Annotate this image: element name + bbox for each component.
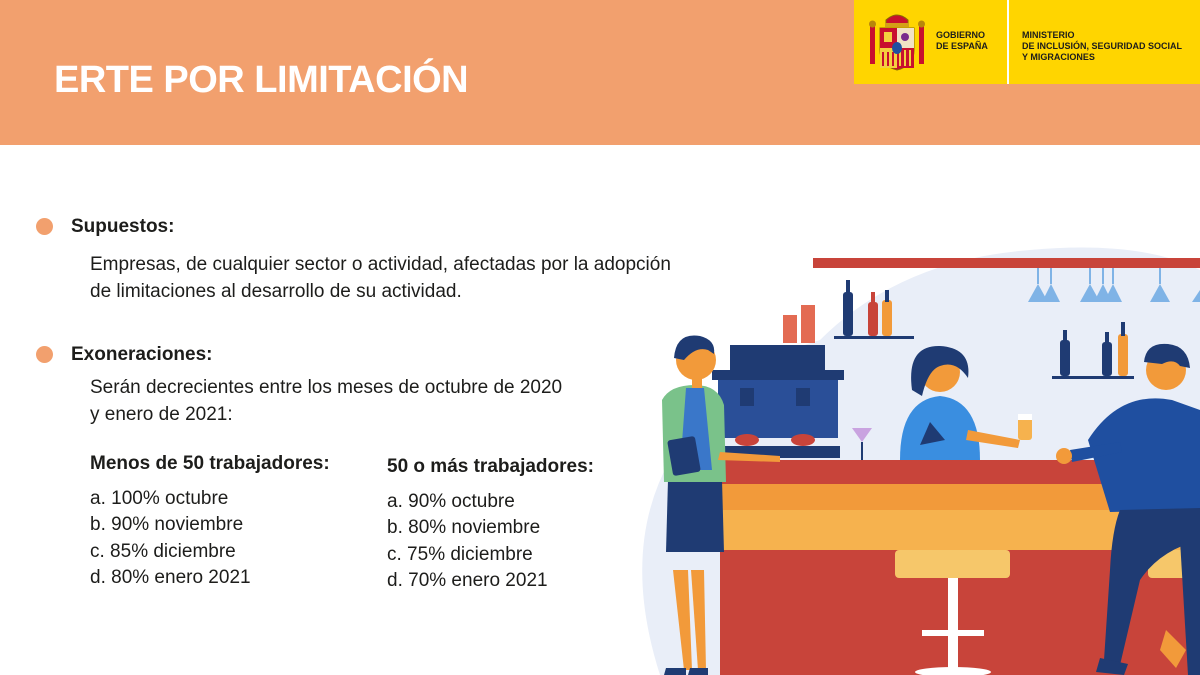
supuestos-body: Empresas, de cualquier sector o activida… [90,254,671,302]
column-heading-menos-50: Menos de 50 trabajadores: [90,453,330,474]
exoneraciones-body: Serán decrecientes entre los meses de oc… [90,377,563,425]
list-item: d. 70% enero 2021 [387,569,548,591]
column-heading-50-o-mas: 50 o más trabajadores: [387,456,594,477]
gobierno-label: GOBIERNO DE ESPAÑA [936,30,988,51]
list-item: c. 75% diciembre [387,543,533,565]
page-title: ERTE POR LIMITACIÓN [54,59,469,101]
list-item: a. 90% octubre [387,491,515,512]
ministerio-label: MINISTERIO DE INCLUSIÓN, SEGURIDAD SOCIA… [1022,30,1183,62]
supuestos-heading: Supuestos: [71,216,175,237]
exoneraciones-heading: Exoneraciones: [71,344,213,365]
list-item: a. 100% octubre [90,488,229,509]
bullet-dot-exoneraciones [36,346,53,363]
coat-of-arms-icon [869,14,925,71]
logo-divider [1007,0,1009,84]
list-item: d. 80% enero 2021 [90,566,251,588]
list-50-o-mas: a. 90% octubre b. 80% noviembre c. 75% d… [387,489,548,594]
government-logo: GOBIERNO DE ESPAÑA MINISTERIO DE INCLUSI… [854,0,1200,84]
list-item: c. 85% diciembre [90,540,236,562]
bar-scene-illustration-icon [642,247,1200,675]
list-item: b. 80% noviembre [387,517,541,539]
bullet-dot-supuestos [36,218,53,235]
list-menos-50: a. 100% octubre b. 90% noviembre c. 85% … [90,486,251,591]
list-item: b. 90% noviembre [90,514,244,536]
